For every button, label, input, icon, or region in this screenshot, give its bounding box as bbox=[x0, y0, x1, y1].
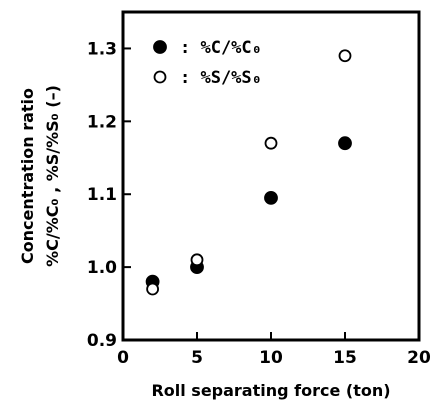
x-tick-label: 20 bbox=[407, 348, 431, 368]
point-sulfur-ratio bbox=[264, 136, 278, 150]
y-tick-label: 1.3 bbox=[87, 39, 117, 59]
data-points bbox=[145, 49, 352, 296]
y-axis-label: Concentration ratio bbox=[18, 88, 37, 264]
y-axis-ticks: 0.9 1.0 1.1 1.2 1.3 bbox=[87, 39, 131, 351]
x-tick-label: 15 bbox=[333, 348, 357, 368]
x-tick-label: 0 bbox=[117, 348, 129, 368]
legend-label: : %C/%C₀ bbox=[180, 38, 262, 58]
y-axis-label-formula: %C/%C₀ , %S/%S₀ (–) bbox=[43, 85, 62, 267]
y-tick-label: 0.9 bbox=[87, 331, 117, 351]
x-axis-label: Roll separating force (ton) bbox=[151, 381, 390, 400]
legend-marker bbox=[153, 40, 167, 54]
y-tick-label: 1.0 bbox=[87, 258, 117, 278]
x-axis-ticks: 0 5 10 15 20 bbox=[117, 332, 431, 368]
y-tick-label: 1.2 bbox=[87, 112, 117, 132]
point-sulfur-ratio bbox=[146, 282, 160, 296]
plot-frame bbox=[121, 10, 421, 342]
x-tick-label: 10 bbox=[259, 348, 283, 368]
legend: : %C/%C₀ : %S/%S₀ bbox=[153, 38, 262, 88]
y-tick-label: 1.1 bbox=[87, 185, 117, 205]
point-carbon-ratio bbox=[338, 136, 352, 151]
legend-marker bbox=[153, 70, 167, 84]
legend-label: : %S/%S₀ bbox=[180, 68, 262, 88]
point-sulfur-ratio bbox=[338, 49, 352, 63]
point-sulfur-ratio bbox=[190, 253, 204, 267]
point-carbon-ratio bbox=[264, 190, 278, 205]
x-tick-label: 5 bbox=[191, 348, 203, 368]
